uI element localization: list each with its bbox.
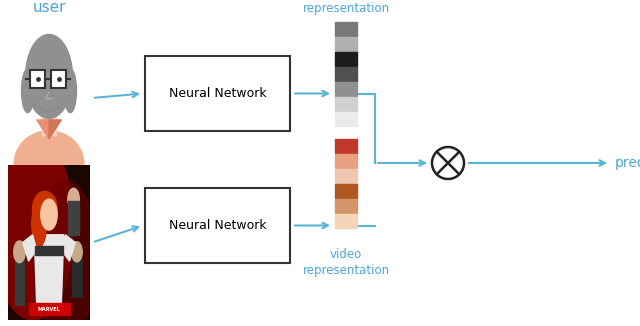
Bar [335, 52, 357, 66]
Bar [335, 22, 357, 36]
Text: prediction: prediction [615, 156, 640, 170]
Text: Neural Network: Neural Network [169, 219, 266, 232]
Bar [335, 199, 357, 213]
Bar [335, 82, 357, 96]
Bar [335, 169, 357, 183]
Text: user
representation: user representation [303, 0, 390, 15]
Text: video
representation: video representation [303, 248, 390, 277]
Bar [335, 154, 357, 168]
Circle shape [432, 147, 464, 179]
Bar [145, 56, 290, 131]
Text: video: video [28, 140, 70, 155]
Text: user: user [32, 0, 66, 15]
Bar [335, 139, 357, 153]
Bar [335, 214, 357, 228]
Bar [335, 112, 357, 126]
Bar [145, 188, 290, 263]
Bar [335, 37, 357, 51]
Bar [335, 97, 357, 111]
Bar [335, 184, 357, 198]
Text: Neural Network: Neural Network [169, 87, 266, 100]
Bar [335, 67, 357, 81]
